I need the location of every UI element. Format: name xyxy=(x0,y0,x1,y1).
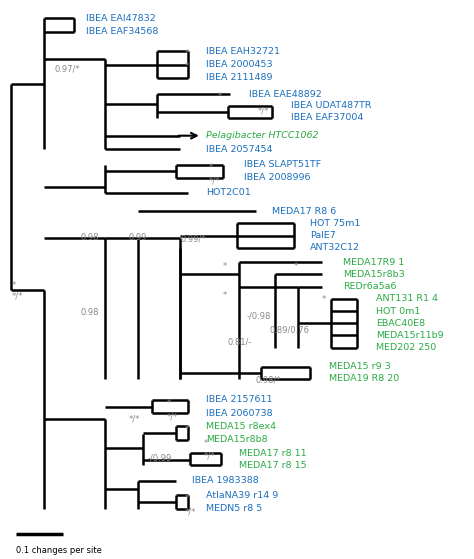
Text: 0.99: 0.99 xyxy=(128,233,147,242)
Text: MED202 250: MED202 250 xyxy=(376,343,436,352)
Text: */*: */* xyxy=(185,508,197,517)
Text: *: * xyxy=(218,92,222,101)
Text: IBEA SLAPT51TF: IBEA SLAPT51TF xyxy=(244,160,321,169)
Text: 0.97/*: 0.97/* xyxy=(55,65,81,74)
Text: 0.1 changes per site: 0.1 changes per site xyxy=(16,546,101,556)
Text: *: * xyxy=(185,425,190,434)
Text: *: * xyxy=(185,494,190,503)
Text: *: * xyxy=(209,163,213,172)
Text: MEDA15r8b8: MEDA15r8b8 xyxy=(206,435,268,444)
Text: IBEA 2157611: IBEA 2157611 xyxy=(206,395,273,404)
Text: MEDN5 r8 5: MEDN5 r8 5 xyxy=(206,504,263,513)
Text: MEDA15r8b3: MEDA15r8b3 xyxy=(343,270,405,279)
Text: -/0.99: -/0.99 xyxy=(147,453,172,462)
Text: -/0.98: -/0.98 xyxy=(246,311,271,320)
Text: Pelagibacter HTCC1062: Pelagibacter HTCC1062 xyxy=(206,131,319,140)
Text: IBEA EAI47832: IBEA EAI47832 xyxy=(86,13,156,22)
Text: MEDA19 R8 20: MEDA19 R8 20 xyxy=(329,375,399,383)
Text: HOT 0m1: HOT 0m1 xyxy=(376,306,420,316)
Text: REDr6a5a6: REDr6a5a6 xyxy=(343,282,397,291)
Text: 0.98: 0.98 xyxy=(81,233,99,242)
Text: *: * xyxy=(223,291,227,300)
Text: IBEA EAF37004: IBEA EAF37004 xyxy=(291,113,364,122)
Text: *: * xyxy=(185,49,190,58)
Text: IBEA 2060738: IBEA 2060738 xyxy=(206,409,273,418)
Text: *: * xyxy=(12,281,16,290)
Text: PalE7: PalE7 xyxy=(310,231,336,240)
Text: IBEA 2111489: IBEA 2111489 xyxy=(206,73,273,83)
Text: MEDA17 R8 6: MEDA17 R8 6 xyxy=(273,207,337,216)
Text: MEDA17 r8 15: MEDA17 r8 15 xyxy=(239,461,307,470)
Text: MEDA15 r9 3: MEDA15 r9 3 xyxy=(329,362,391,371)
Text: */*: */* xyxy=(258,107,270,116)
Text: HOT 75m1: HOT 75m1 xyxy=(310,219,360,228)
Text: IBEA 1983388: IBEA 1983388 xyxy=(192,476,259,485)
Text: ANT131 R1 4: ANT131 R1 4 xyxy=(376,295,438,304)
Text: MEDA17 r8 11: MEDA17 r8 11 xyxy=(239,449,307,458)
Text: AtlaNA39 r14 9: AtlaNA39 r14 9 xyxy=(206,491,279,500)
Text: 0.98: 0.98 xyxy=(81,307,99,316)
Text: EBAC40E8: EBAC40E8 xyxy=(376,319,425,328)
Text: */*: */* xyxy=(209,177,220,186)
Text: 0.81/-: 0.81/- xyxy=(228,338,252,347)
Text: */*: */* xyxy=(128,414,140,423)
Text: IBEA EAH32721: IBEA EAH32721 xyxy=(206,47,280,56)
Text: *: * xyxy=(322,296,326,305)
Text: MEDA15 r8ex4: MEDA15 r8ex4 xyxy=(206,422,276,431)
Text: HOT2C01: HOT2C01 xyxy=(206,188,251,197)
Text: 0.98/*: 0.98/* xyxy=(256,376,282,385)
Text: IBEA UDAT487TR: IBEA UDAT487TR xyxy=(291,101,372,110)
Text: 0.99/*: 0.99/* xyxy=(181,234,206,243)
Text: */*: */* xyxy=(12,291,23,300)
Text: *: * xyxy=(293,262,298,271)
Text: *: * xyxy=(204,439,208,448)
Text: 0.89/0.76: 0.89/0.76 xyxy=(270,325,310,334)
Text: MEDA15r11b9: MEDA15r11b9 xyxy=(376,331,444,340)
Text: IBEA EAF34568: IBEA EAF34568 xyxy=(86,27,159,36)
Text: IBEA EAE48892: IBEA EAE48892 xyxy=(249,89,321,98)
Text: *: * xyxy=(185,63,190,72)
Text: *: * xyxy=(166,399,171,408)
Text: */*: */* xyxy=(166,412,178,421)
Text: MEDA17R9 1: MEDA17R9 1 xyxy=(343,258,404,267)
Text: IBEA 2000453: IBEA 2000453 xyxy=(206,60,273,69)
Text: IBEA 2008996: IBEA 2008996 xyxy=(244,173,310,182)
Text: IBEA 2057454: IBEA 2057454 xyxy=(206,145,273,154)
Text: *: * xyxy=(223,262,227,271)
Text: ANT32C12: ANT32C12 xyxy=(310,243,360,252)
Text: */*: */* xyxy=(204,452,215,461)
